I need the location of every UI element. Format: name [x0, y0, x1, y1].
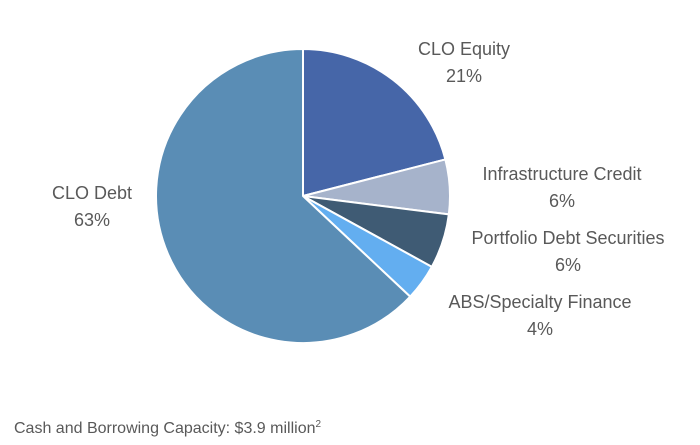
slice-label-percent: 21%: [445, 66, 483, 86]
label-infrastructure-credit: Infrastructure Credit 6%: [482, 161, 641, 215]
slice-label-name: CLO Equity: [417, 39, 511, 59]
footnote-cash-borrowing: Cash and Borrowing Capacity: $3.9 millio…: [14, 419, 321, 438]
slice-label-name: ABS/Specialty Finance: [448, 292, 632, 312]
slice-label-percent: 63%: [73, 210, 111, 230]
slice-label-percent: 6%: [548, 191, 575, 211]
label-clo-debt: CLO Debt 63%: [52, 180, 132, 234]
label-portfolio-debt-securities: Portfolio Debt Securities 6%: [471, 225, 664, 279]
label-abs-specialty-finance: ABS/Specialty Finance 4%: [448, 289, 631, 343]
slice-label-name: Infrastructure Credit: [482, 164, 642, 184]
slice-label-name: CLO Debt: [51, 183, 133, 203]
pie-chart: CLO Equity 21% Infrastructure Credit 6% …: [52, 36, 665, 344]
label-clo-equity: CLO Equity 21%: [418, 36, 510, 90]
slice-label-name: Portfolio Debt Securities: [471, 228, 665, 248]
pie-chart-svg: [155, 48, 451, 344]
pie-slice-clo-debt: [155, 48, 412, 344]
pie-slice-clo-equity: [302, 48, 447, 197]
slice-label-percent: 4%: [526, 319, 553, 339]
slice-label-percent: 6%: [554, 255, 581, 275]
footnote-superscript: 2: [315, 419, 322, 430]
footnote-text: Cash and Borrowing Capacity: $3.9 millio…: [14, 420, 316, 437]
